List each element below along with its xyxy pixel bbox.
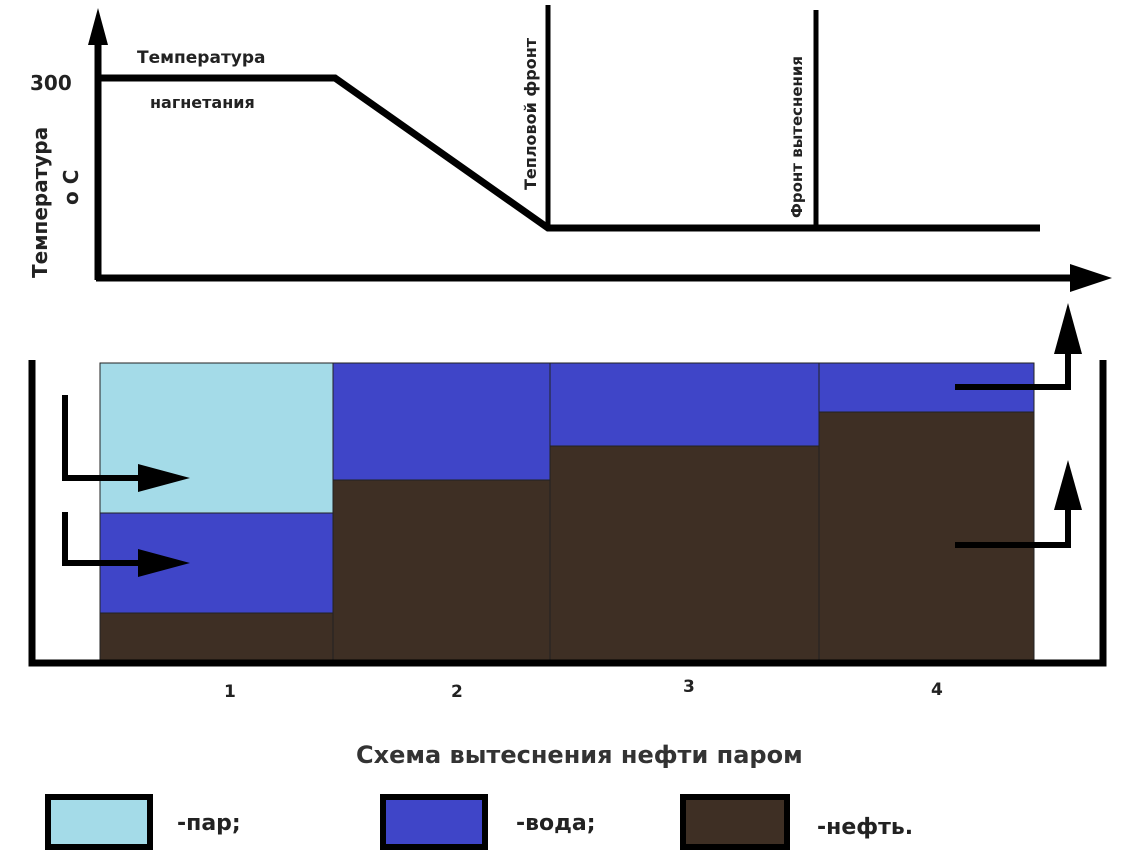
production-arrow-upper-icon bbox=[955, 303, 1082, 390]
zone-2-oil bbox=[332, 479, 551, 664]
zone-3 bbox=[549, 362, 820, 664]
legend: -пар; -вода; -нефть. bbox=[45, 794, 913, 850]
injection-temp-label-line1: Температура bbox=[137, 48, 266, 68]
legend-steam-swatch bbox=[45, 794, 153, 850]
zone-4 bbox=[818, 362, 1035, 664]
injection-arrow-steam-icon bbox=[62, 395, 190, 492]
production-arrow-lower-icon bbox=[955, 460, 1082, 548]
zone-number-1: 1 bbox=[224, 682, 236, 702]
displacement-front-label: Фронт вытеснения bbox=[788, 56, 806, 218]
legend-oil-swatch bbox=[680, 794, 790, 850]
legend-oil-label: -нефть. bbox=[817, 815, 913, 840]
injection-temp-label-line2: нагнетания bbox=[150, 93, 255, 112]
injection-arrow-water-icon bbox=[62, 512, 190, 577]
y-unit-label: o C bbox=[59, 170, 83, 205]
y-tick-300: 300 bbox=[30, 71, 72, 95]
zone-number-2: 2 bbox=[451, 682, 463, 702]
zone-1-steam bbox=[99, 362, 334, 514]
zone-1-oil bbox=[99, 612, 334, 664]
reservoir-scheme: 1 2 3 4 Схема вытеснения нефти паром bbox=[28, 303, 1107, 769]
x-axis-arrow-icon bbox=[1070, 264, 1112, 292]
legend-steam-label: -пар; bbox=[177, 811, 241, 836]
zone-1 bbox=[99, 362, 334, 664]
temperature-graph: 300 Температура o C Температура нагнетан… bbox=[28, 5, 1112, 292]
reservoir-container bbox=[28, 360, 1107, 667]
zone-2 bbox=[332, 362, 551, 664]
zone-3-oil bbox=[549, 445, 820, 664]
zone-2-water bbox=[332, 362, 551, 481]
y-axis-label: Температура bbox=[28, 127, 52, 278]
scheme-title: Схема вытеснения нефти паром bbox=[356, 741, 803, 769]
temperature-profile-line bbox=[98, 74, 1040, 232]
legend-water-label: -вода; bbox=[516, 811, 596, 836]
heat-front-label: Тепловой фронт bbox=[521, 37, 540, 190]
zone-number-4: 4 bbox=[931, 680, 943, 700]
legend-water-swatch bbox=[380, 794, 488, 850]
zone-3-water bbox=[549, 362, 820, 447]
zone-4-oil bbox=[818, 411, 1035, 664]
y-axis-arrow-icon bbox=[88, 8, 108, 45]
zone-number-3: 3 bbox=[683, 677, 695, 697]
